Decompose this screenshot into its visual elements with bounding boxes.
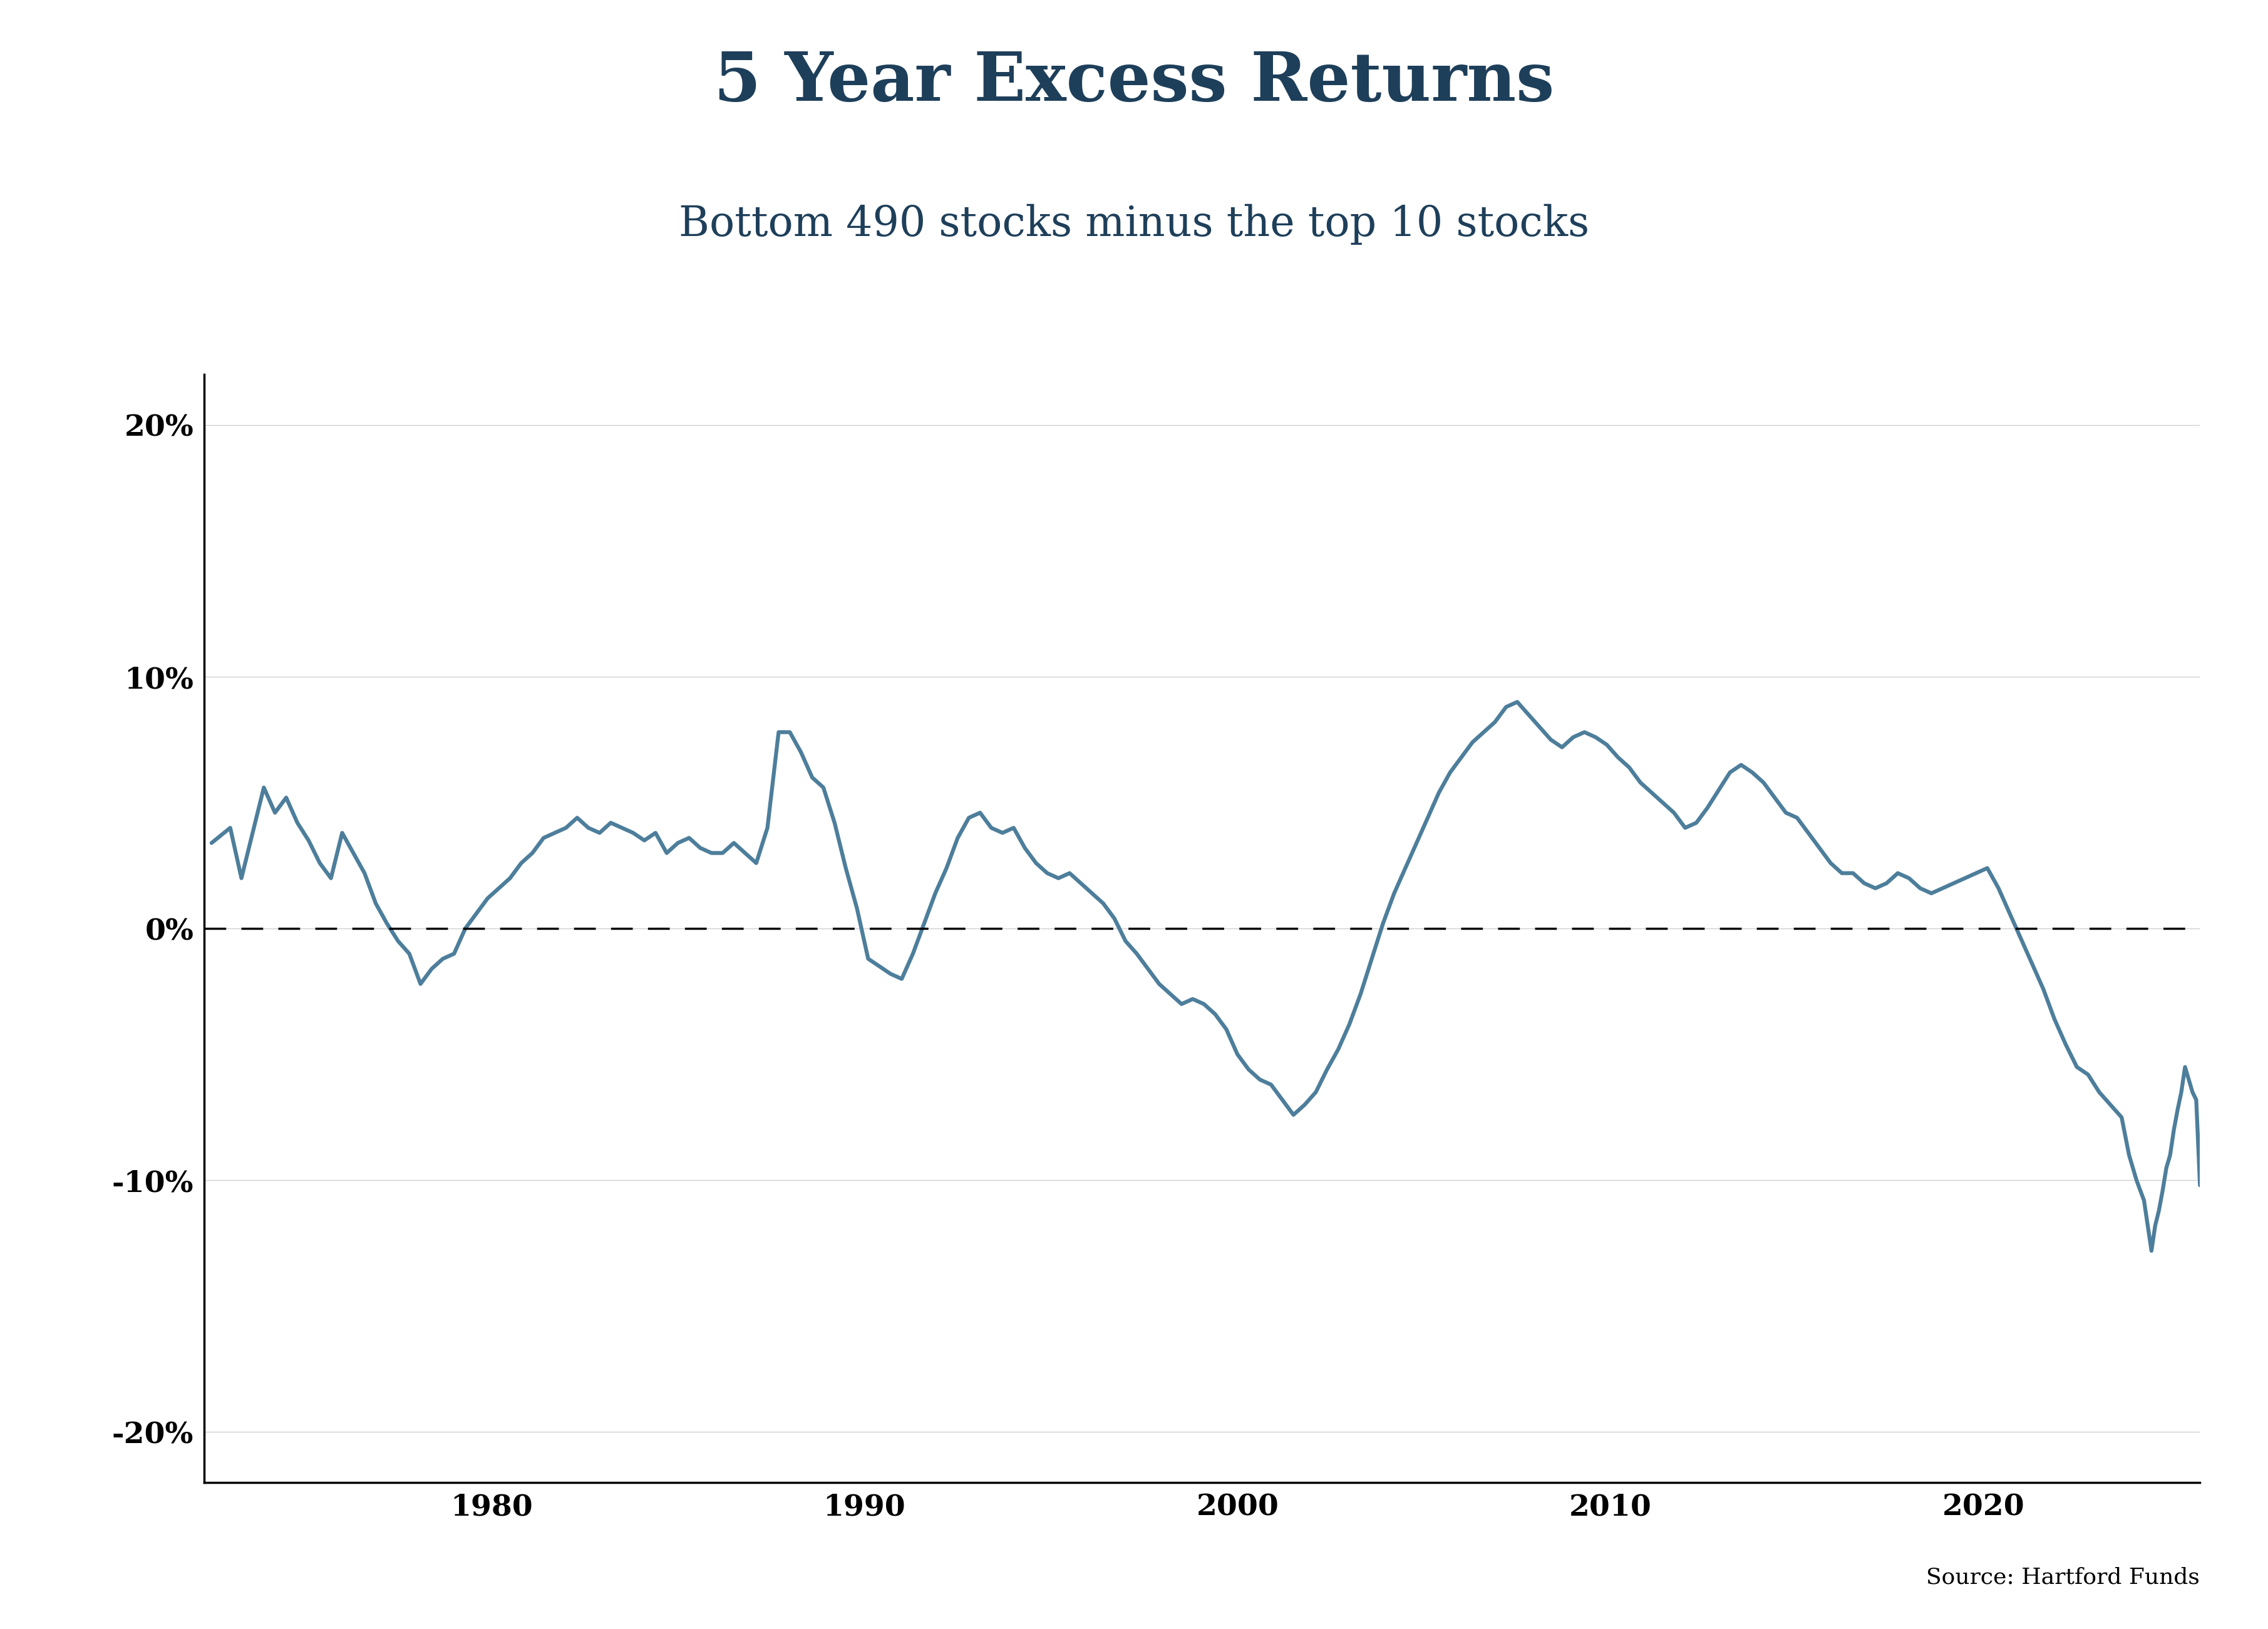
Text: Source: Hartford Funds: Source: Hartford Funds (1926, 1567, 2200, 1588)
Text: 5 Year Excess Returns: 5 Year Excess Returns (714, 49, 1554, 116)
Text: Bottom 490 stocks minus the top 10 stocks: Bottom 490 stocks minus the top 10 stock… (678, 204, 1590, 244)
